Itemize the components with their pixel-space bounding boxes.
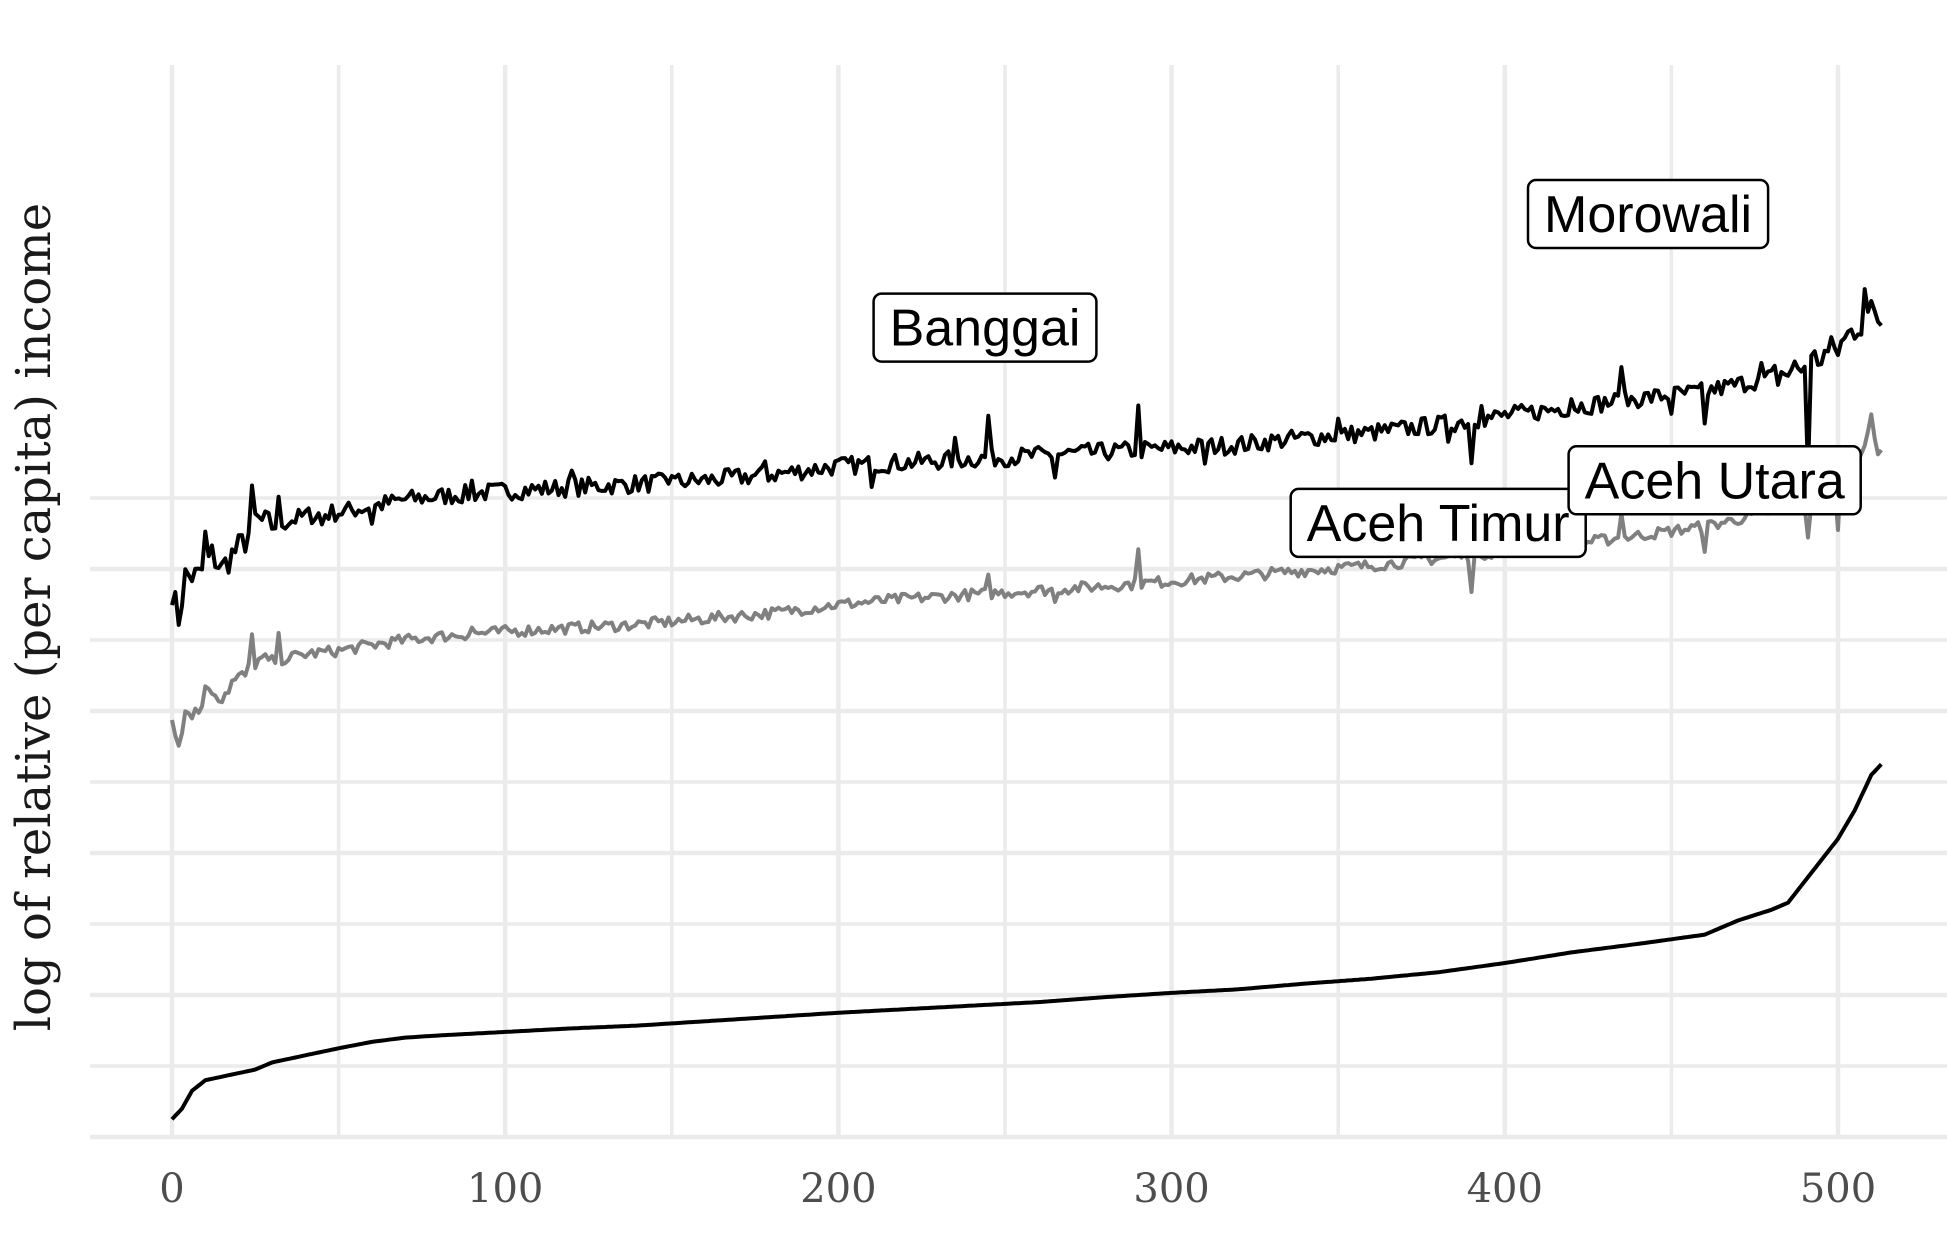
y-axis-title: log of relative (per capita) income (6, 203, 62, 1031)
annotations: Banggai Morowali Aceh Timur Aceh Utara (872, 178, 1862, 559)
annotation-label: Banggai (872, 292, 1098, 363)
series-line-bottom (170, 762, 1883, 1121)
annotation-box (1289, 487, 1587, 559)
annotation-label: Aceh Timur (1289, 487, 1587, 559)
series-line-top (170, 287, 1883, 627)
annotation-box (872, 292, 1098, 363)
grid (90, 65, 1947, 1140)
annotation-text: Aceh Timur (1307, 495, 1570, 553)
x-tick-label: 400 (1467, 1166, 1543, 1212)
x-tick-label: 100 (467, 1166, 543, 1212)
x-tick-label: 500 (1800, 1166, 1876, 1212)
x-tick-label: 0 (159, 1166, 184, 1212)
annotation-label: Morowali (1526, 178, 1770, 250)
x-axis: 0 100 200 300 400 500 (159, 1166, 1876, 1212)
annotation-text: Morowali (1544, 186, 1752, 244)
annotation-box (1567, 445, 1862, 516)
annotation-text: Aceh Utara (1585, 452, 1845, 510)
annotation-text: Banggai (890, 300, 1081, 358)
series-lines (170, 287, 1883, 1121)
series-line-middle (170, 412, 1883, 748)
x-tick-label: 200 (800, 1166, 876, 1212)
x-tick-label: 300 (1133, 1166, 1209, 1212)
annotation-box (1526, 178, 1770, 250)
annotation-label: Aceh Utara (1567, 445, 1862, 516)
